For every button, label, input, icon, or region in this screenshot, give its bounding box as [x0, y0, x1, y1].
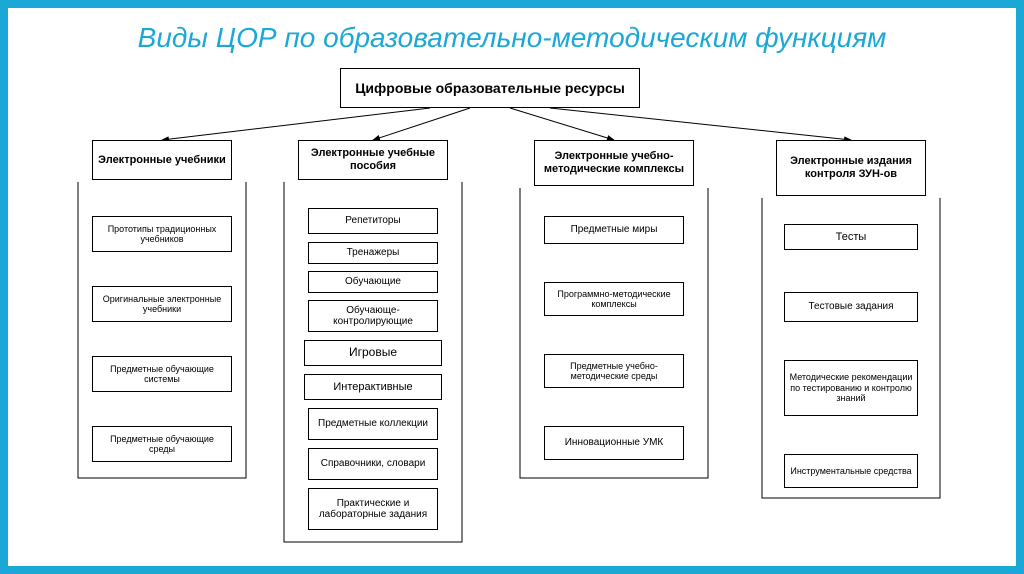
item-box-2-2: Предметные учебно-методические среды — [544, 354, 684, 388]
slide-page: Виды ЦОР по образовательно-методическим … — [8, 8, 1016, 566]
arrow-1 — [373, 108, 470, 140]
item-box-0-1: Оригинальные электронные учебники — [92, 286, 232, 322]
arrow-3 — [550, 108, 851, 140]
category-box-3: Электронные издания контроля ЗУН-ов — [776, 140, 926, 196]
item-box-3-3: Инструментальные средства — [784, 454, 918, 488]
item-box-1-7: Справочники, словари — [308, 448, 438, 480]
item-box-0-0: Прототипы традиционных учебников — [92, 216, 232, 252]
arrow-0 — [162, 108, 430, 140]
item-box-1-0: Репетиторы — [308, 208, 438, 234]
item-box-0-2: Предметные обучающие системы — [92, 356, 232, 392]
item-box-1-6: Предметные коллекции — [308, 408, 438, 440]
slide-title: Виды ЦОР по образовательно-методическим … — [8, 8, 1016, 58]
item-box-1-3: Обучающе-контролирующие — [308, 300, 438, 332]
item-box-2-3: Инновационные УМК — [544, 426, 684, 460]
item-box-0-3: Предметные обучающие среды — [92, 426, 232, 462]
root-node: Цифровые образовательные ресурсы — [340, 68, 640, 108]
category-box-0: Электронные учебники — [92, 140, 232, 180]
item-box-2-1: Программно-методические комплексы — [544, 282, 684, 316]
item-box-1-1: Тренажеры — [308, 242, 438, 264]
item-box-1-8: Практические и лабораторные задания — [308, 488, 438, 530]
category-box-2: Электронные учебно-методические комплекс… — [534, 140, 694, 186]
item-box-1-4: Игровые — [304, 340, 442, 366]
item-box-3-2: Методические рекомендации по тестировани… — [784, 360, 918, 416]
item-box-3-1: Тестовые задания — [784, 292, 918, 322]
arrow-2 — [510, 108, 614, 140]
hierarchy-diagram: Цифровые образовательные ресурсы Электрон… — [8, 68, 1016, 566]
item-box-1-2: Обучающие — [308, 271, 438, 293]
item-box-2-0: Предметные миры — [544, 216, 684, 244]
item-box-3-0: Тесты — [784, 224, 918, 250]
category-box-1: Электронные учебные пособия — [298, 140, 448, 180]
item-box-1-5: Интерактивные — [304, 374, 442, 400]
